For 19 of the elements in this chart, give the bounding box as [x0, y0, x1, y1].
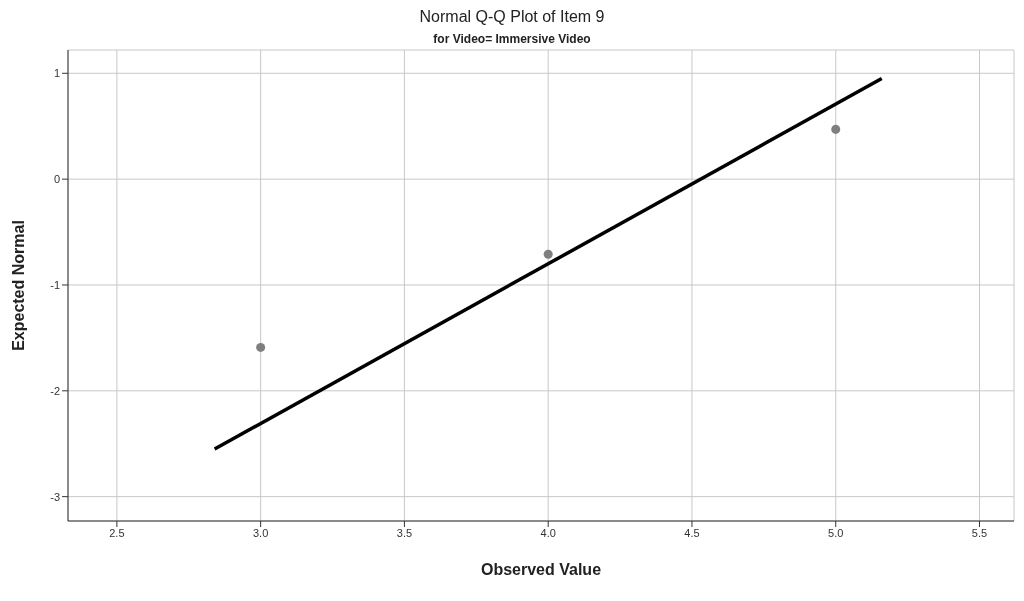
y-tick-label: 1: [53, 67, 60, 80]
y-tick-label: -3: [50, 490, 60, 503]
x-tick-label: 5.0: [828, 526, 844, 539]
chart-title: Normal Q-Q Plot of Item 9: [418, 8, 606, 26]
point: [831, 124, 841, 134]
x-tick-label: 4.0: [540, 526, 556, 539]
y-tick-label: 0: [53, 173, 60, 186]
x-axis-title: Observed Value: [480, 561, 602, 578]
point: [543, 249, 553, 259]
y-axis-title: Expected Normal: [9, 220, 27, 351]
x-tick-label: 5.5: [971, 526, 988, 539]
chart-subtitle: for Video= Immersive Video: [432, 32, 592, 46]
x-tick-label: 3.0: [253, 526, 269, 539]
x-tick-label: 4.5: [684, 526, 700, 539]
y-tick-label: -1: [50, 278, 60, 291]
point: [256, 342, 266, 352]
y-tick-label: -2: [50, 384, 60, 397]
x-tick-label: 3.5: [396, 526, 413, 539]
x-tick-label: 2.5: [109, 526, 125, 539]
